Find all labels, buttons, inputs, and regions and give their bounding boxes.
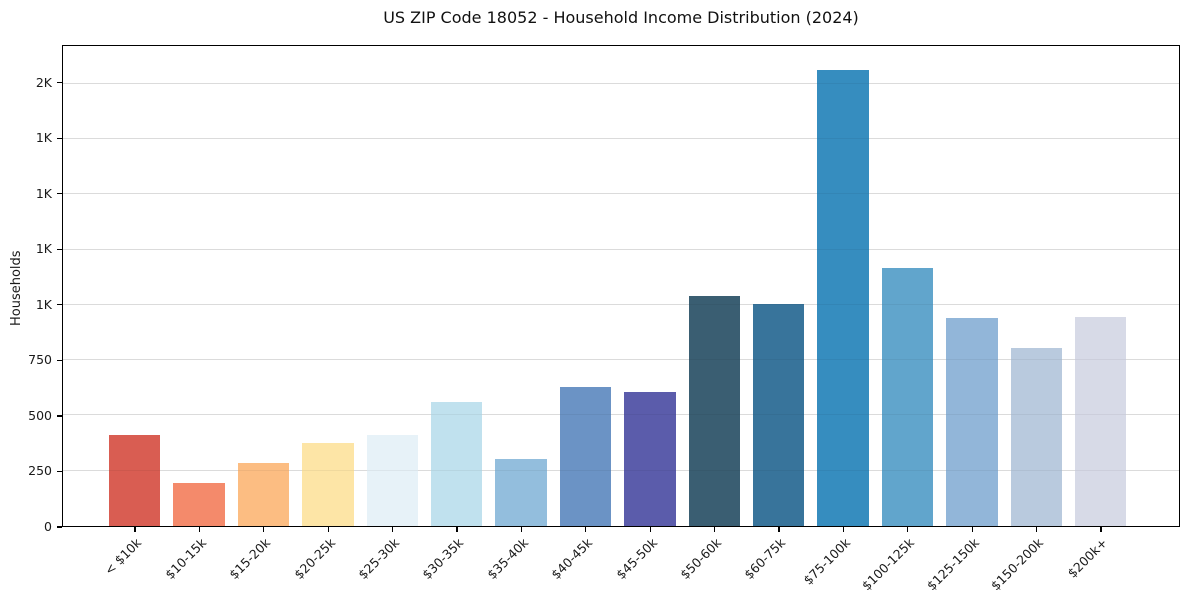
x-tick-mark [263, 527, 265, 532]
y-tick-mark [57, 82, 62, 84]
y-tick-mark [57, 304, 62, 306]
bar-$50-60k [688, 295, 741, 526]
gridline [63, 414, 1179, 416]
x-tick-mark [1100, 527, 1102, 532]
chart-title: US ZIP Code 18052 - Household Income Dis… [383, 8, 859, 27]
gridline-overlay [63, 248, 1179, 250]
x-tick-mark [649, 527, 651, 532]
x-tick-mark [456, 527, 458, 532]
x-tick-label-text: $30-35k [419, 535, 467, 583]
y-tick-mark [57, 359, 62, 361]
gridline-overlay [63, 414, 1179, 416]
gridline [63, 137, 1179, 139]
x-tick-label-text: $100-125k [859, 535, 918, 590]
y-axis-label: Households [9, 250, 24, 326]
x-tick-label-text: $15-20k [226, 535, 274, 583]
bar-< $10k [108, 435, 161, 526]
gridline [63, 82, 1179, 84]
y-tick-label: 1K [35, 130, 52, 146]
x-tick-label-text: $75-100k [800, 535, 853, 588]
bar-$60-75k [752, 303, 805, 526]
y-tick-mark [57, 415, 62, 417]
y-tick-label: 0 [44, 519, 52, 534]
y-tick-label: 2K [35, 74, 52, 90]
gridline [63, 359, 1179, 361]
y-tick-mark [57, 193, 62, 195]
x-tick-label-text: $60-75k [741, 535, 789, 583]
gridline [63, 469, 1179, 471]
x-tick-mark [971, 527, 973, 532]
gridline [63, 303, 1179, 305]
x-tick-label-text: $40-45k [548, 535, 596, 583]
bar-$45-50k [624, 392, 676, 526]
x-tick-label-text: $25-30k [355, 535, 403, 583]
x-tick-mark [907, 527, 909, 532]
x-tick-label-text: $50-60k [677, 535, 725, 583]
gridline-overlay [63, 82, 1179, 84]
x-tick-mark [1036, 527, 1038, 532]
bar-$35-40k [495, 458, 547, 526]
gridline-overlay [63, 359, 1179, 361]
x-tick-mark [778, 527, 780, 532]
x-tick-label-text: $150-200k [987, 535, 1047, 590]
gridline-overlay [63, 303, 1179, 305]
x-tick-label-text: $20-25k [290, 535, 338, 583]
gridline [63, 248, 1179, 250]
x-tick-mark [842, 527, 844, 532]
bar-$10-15k [173, 482, 225, 526]
y-tick-mark [57, 526, 62, 528]
x-tick-label-text: $45-50k [612, 535, 660, 583]
y-tick-mark [57, 137, 62, 139]
bar-$15-20k [237, 462, 290, 526]
bar-$40-45k [559, 387, 612, 526]
x-tick-mark [392, 527, 394, 532]
bar-$20-25k [302, 443, 354, 526]
bar-$100-125k [881, 268, 934, 526]
x-tick-label-text: < $10k [101, 535, 145, 578]
y-tick-label: 1K [35, 241, 52, 257]
x-tick-mark [520, 527, 522, 532]
gridline [63, 193, 1179, 195]
bar-$125-150k [946, 318, 998, 526]
bar-$200k+ [1074, 316, 1127, 526]
x-tick-mark [198, 527, 200, 532]
x-tick-mark [585, 527, 587, 532]
bar-$150-200k [1010, 347, 1063, 526]
y-tick-mark [57, 470, 62, 473]
x-tick-label-text: $125-150k [923, 535, 982, 590]
bar-$75-100k [817, 70, 869, 526]
gridline-overlay [63, 137, 1179, 139]
x-tick-mark [714, 527, 716, 532]
x-tick-mark [327, 527, 329, 532]
x-tick-label-text: $200k+ [1064, 535, 1111, 581]
bar-$25-30k [366, 434, 419, 526]
x-tick-label-text: $35-40k [483, 535, 531, 583]
y-tick-mark [57, 248, 62, 250]
plot-area [62, 45, 1180, 527]
x-tick-label-text: $10-15k [161, 535, 209, 583]
y-tick-label: 750 [28, 352, 52, 368]
y-tick-label: 250 [28, 463, 52, 479]
gridline-overlay [63, 193, 1179, 195]
y-tick-label: 500 [28, 407, 52, 423]
y-tick-label: 1K [35, 296, 52, 312]
x-tick-mark [134, 527, 136, 532]
y-tick-label: 1K [35, 185, 52, 201]
bar-$30-35k [430, 402, 483, 526]
gridline-overlay [63, 469, 1179, 471]
